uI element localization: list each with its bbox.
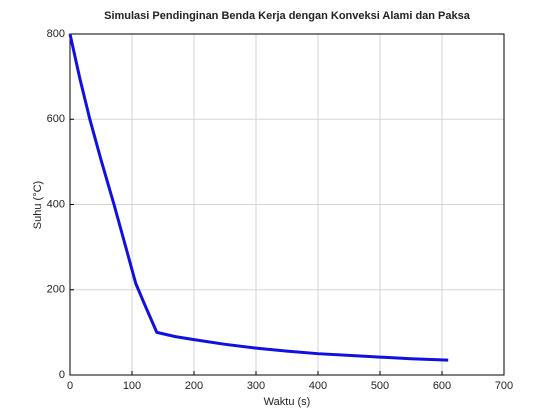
x-tick-label: 600 [433, 380, 451, 392]
y-tick-label: 0 [59, 369, 65, 381]
x-tick-label: 500 [371, 380, 389, 392]
x-tick-label: 200 [185, 380, 203, 392]
y-axis-label: Suhu (°C) [32, 181, 44, 229]
x-tick-label: 300 [247, 380, 265, 392]
x-tick-label: 700 [495, 380, 513, 392]
x-axis-label: Waktu (s) [264, 396, 311, 408]
x-tick-label: 100 [123, 380, 141, 392]
plot-frame [69, 33, 505, 376]
x-tick-label: 400 [309, 380, 327, 392]
y-tick-label: 400 [47, 198, 65, 210]
x-tick-label: 0 [67, 380, 73, 392]
y-tick-label: 800 [47, 28, 65, 40]
y-tick-label: 600 [47, 113, 65, 125]
chart-title: Simulasi Pendinginan Benda Kerja dengan … [104, 10, 471, 22]
data-line [68, 33, 449, 362]
y-tick-label: 200 [47, 284, 65, 296]
